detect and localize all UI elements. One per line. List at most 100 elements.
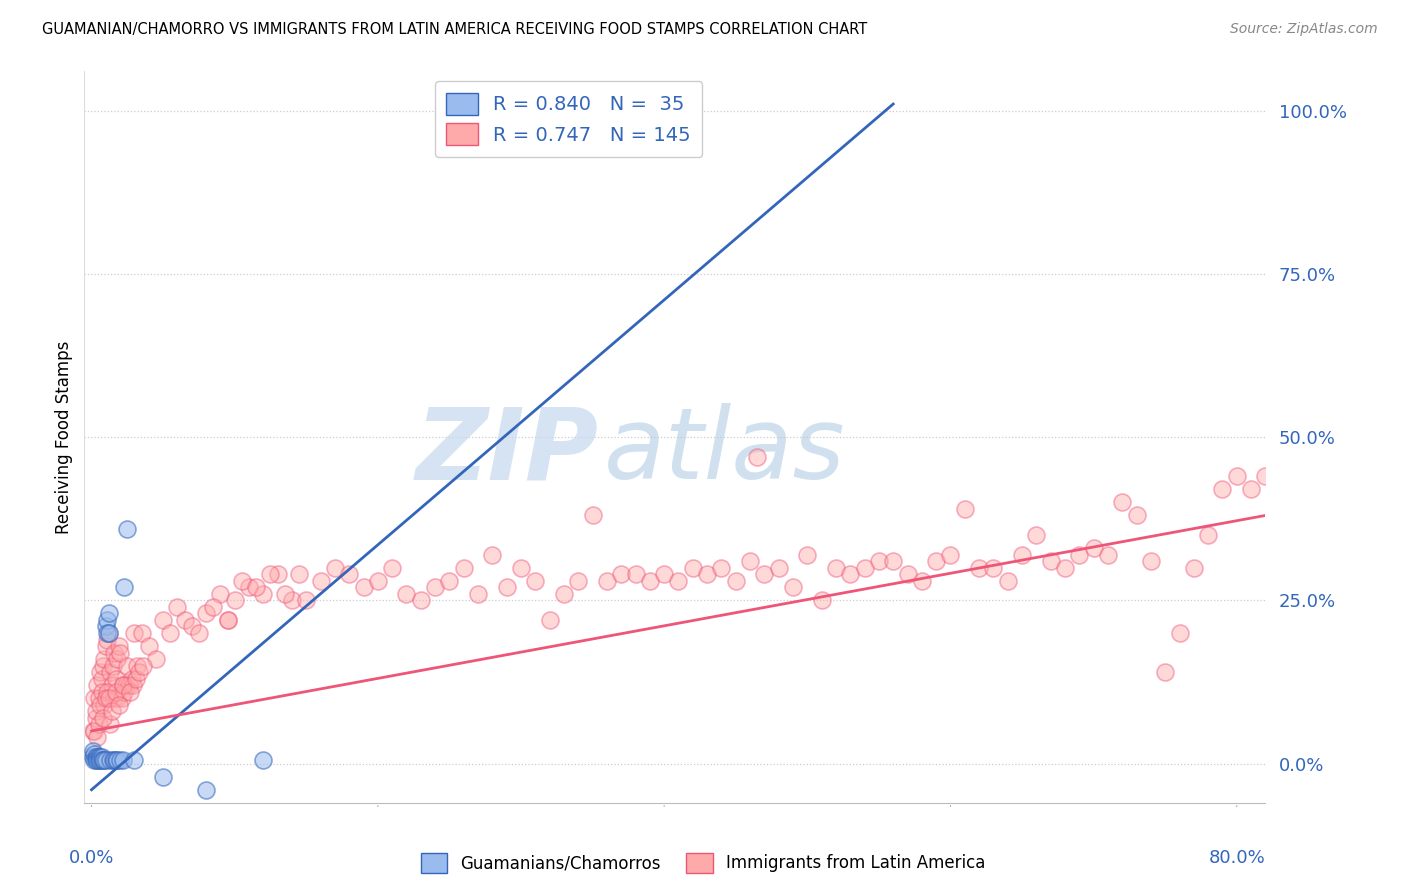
Point (91, 753, 114, 767)
Point (94, 639, 117, 653)
Point (1140, 554, 1163, 568)
Point (86, 753, 108, 767)
Point (104, 685, 127, 699)
Point (166, 599, 188, 614)
Point (381, 560, 404, 574)
Point (97, 626, 120, 640)
Point (105, 652, 128, 666)
Text: atlas: atlas (605, 403, 845, 500)
Point (1168, 626, 1191, 640)
Point (439, 574, 461, 588)
Point (152, 613, 174, 627)
Point (90, 753, 112, 767)
Point (107, 698, 129, 712)
Point (1125, 508, 1147, 523)
Point (93, 698, 115, 712)
Point (782, 580, 804, 594)
Point (89, 698, 111, 712)
Point (245, 580, 267, 594)
Point (1083, 541, 1105, 555)
Point (367, 574, 389, 588)
Point (810, 593, 832, 607)
Point (524, 574, 547, 588)
Point (173, 613, 195, 627)
Point (453, 560, 475, 574)
Point (353, 580, 375, 594)
Point (96, 626, 118, 640)
Point (111, 753, 134, 767)
Point (82, 743, 104, 757)
Point (90, 685, 112, 699)
Point (94, 691, 117, 706)
Point (668, 574, 690, 588)
Point (1154, 665, 1177, 680)
Point (1069, 548, 1091, 562)
Point (120, 685, 142, 699)
Point (89, 750, 111, 764)
Point (97, 607, 120, 621)
Point (108, 753, 131, 767)
Point (638, 574, 661, 588)
Point (953, 502, 976, 516)
Point (180, 619, 202, 633)
Point (209, 587, 232, 601)
Point (89, 665, 111, 680)
Point (1011, 548, 1033, 562)
Point (1254, 469, 1277, 483)
Point (100, 678, 122, 692)
Point (84, 750, 107, 764)
Point (86, 678, 108, 692)
Point (337, 567, 360, 582)
Point (91, 658, 114, 673)
Point (610, 567, 633, 582)
Point (481, 548, 503, 562)
Point (882, 554, 904, 568)
Point (117, 658, 139, 673)
Point (82, 750, 104, 764)
Text: 80.0%: 80.0% (1208, 848, 1265, 866)
Point (495, 580, 517, 594)
Point (395, 587, 418, 601)
Text: Source: ZipAtlas.com: Source: ZipAtlas.com (1230, 22, 1378, 37)
Point (202, 599, 225, 614)
Point (105, 753, 128, 767)
Point (1240, 483, 1263, 497)
Point (93, 753, 115, 767)
Point (124, 753, 146, 767)
Point (114, 685, 136, 699)
Point (224, 593, 246, 607)
Point (281, 593, 304, 607)
Point (84, 705, 107, 719)
Y-axis label: Receiving Food Stamps: Receiving Food Stamps (55, 341, 73, 533)
Point (111, 678, 134, 692)
Point (1197, 528, 1219, 542)
Point (409, 593, 432, 607)
Point (1053, 560, 1076, 574)
Point (97, 626, 120, 640)
Point (682, 560, 704, 574)
Point (195, 782, 218, 797)
Point (266, 567, 288, 582)
Point (91, 711, 114, 725)
Point (104, 672, 127, 686)
Point (114, 580, 136, 594)
Point (925, 554, 948, 568)
Point (231, 574, 253, 588)
Point (118, 678, 141, 692)
Point (195, 607, 218, 621)
Point (125, 672, 148, 686)
Point (132, 658, 155, 673)
Point (217, 613, 239, 627)
Point (94, 619, 117, 633)
Point (82, 723, 104, 738)
Point (121, 672, 143, 686)
Point (252, 753, 274, 767)
Text: ZIP: ZIP (415, 403, 598, 500)
Point (274, 587, 297, 601)
Point (967, 560, 990, 574)
Point (96, 685, 118, 699)
Point (104, 753, 127, 767)
Point (98, 665, 121, 680)
Point (911, 574, 934, 588)
Point (98, 753, 121, 767)
